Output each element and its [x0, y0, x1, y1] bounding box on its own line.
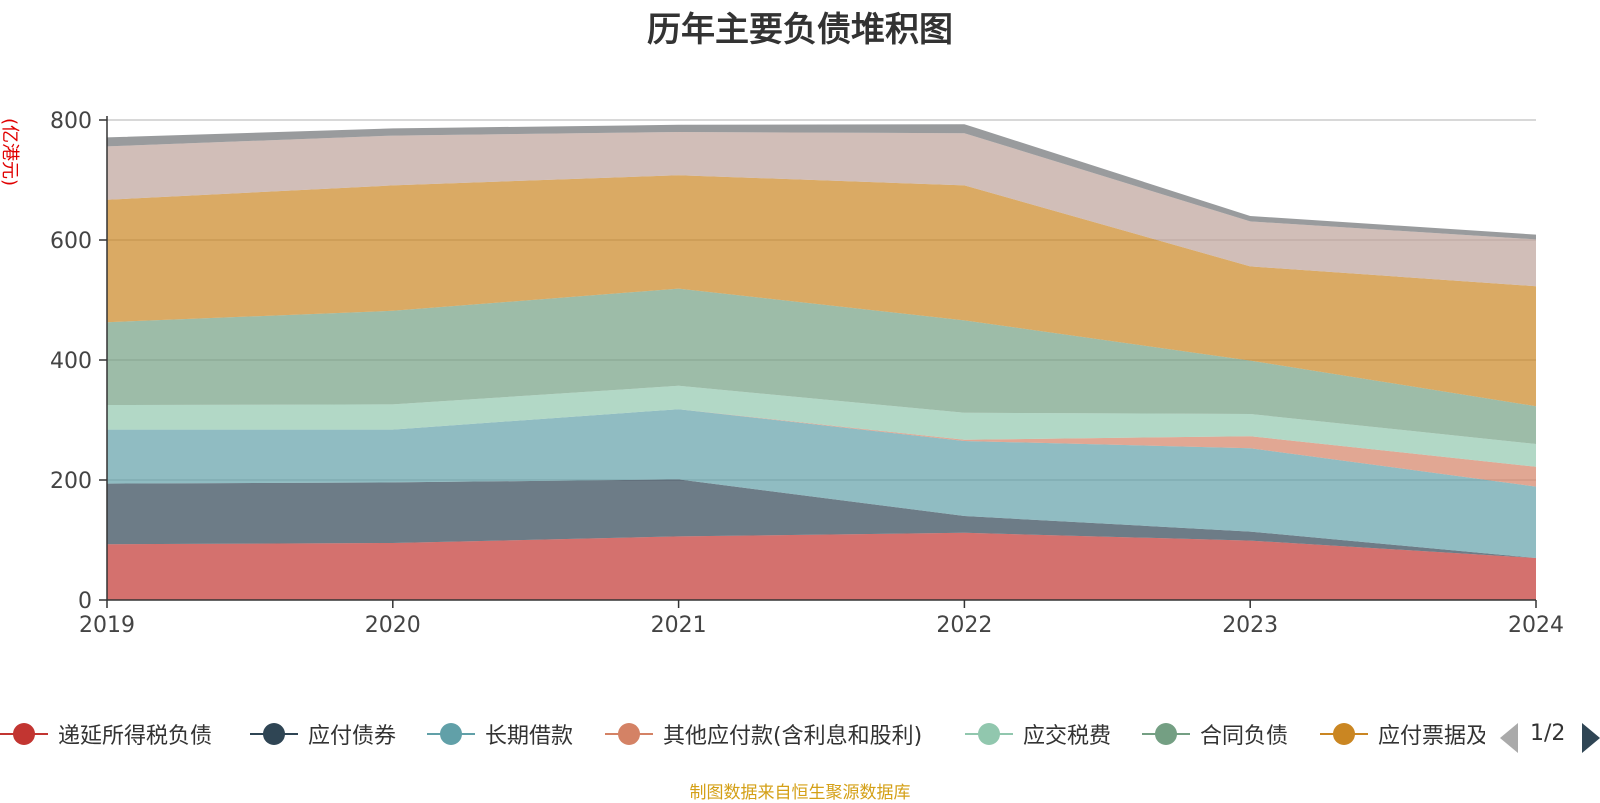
legend: 递延所得税负债 应付债券 长期借款 其他应付款(含利息和股利) 应交税费 合同负债 应付票据…: [0, 716, 1600, 753]
x-tick-label: 2020: [365, 613, 421, 638]
area-series-2: [107, 479, 1536, 558]
legend-item[interactable]: 合同负债: [1142, 716, 1288, 752]
legend-marker-icon: [0, 722, 48, 746]
legend-marker-icon: [250, 722, 298, 746]
legend-label: 递延所得税负债: [58, 724, 213, 749]
legend-label: 合同负债: [1200, 724, 1289, 749]
area-series-3: [107, 409, 1536, 558]
y-tick-label: 0: [78, 589, 92, 614]
x-tick-label: 2021: [651, 613, 707, 638]
source-note: 制图数据来自恒生聚源数据库: [689, 783, 911, 803]
legend-item[interactable]: 其他应付款(含利息和股利): [605, 716, 922, 752]
legend-item[interactable]: 递延所得税负债: [0, 716, 212, 752]
x-tick-label: 2024: [1508, 613, 1564, 638]
area-series-5: [107, 385, 1536, 467]
legend-next-page-icon[interactable]: [1582, 723, 1600, 753]
legend-label: 应付债券: [308, 724, 397, 749]
legend-label: 长期借款: [485, 724, 574, 749]
area-series-4: [107, 409, 1536, 487]
legend-prev-page-icon[interactable]: [1500, 723, 1518, 753]
legend-item[interactable]: 应交税费: [965, 716, 1111, 752]
legend-item[interactable]: 应付债券: [250, 716, 396, 752]
axes: 0 200 400 600 800 2019 2020 2021 2022 2023 2024: [50, 109, 1564, 638]
area-series-group: [107, 124, 1536, 600]
area-series-8: [107, 132, 1536, 287]
legend-marker-icon: [1142, 722, 1190, 746]
legend-marker-icon: [1320, 722, 1368, 746]
legend-label: 应付票据及应付账款: [1378, 724, 1485, 749]
area-series-1: [107, 532, 1536, 600]
x-tick-label: 2023: [1222, 613, 1278, 638]
legend-label: 其他应付款(含利息和股利): [663, 724, 923, 749]
x-tick-label: 2019: [79, 613, 135, 638]
y-tick-label: 800: [50, 109, 92, 134]
legend-items: 递延所得税负债 应付债券 长期借款 其他应付款(含利息和股利) 应交税费 合同负债 应付票据…: [0, 716, 1485, 752]
y-tick-label: 600: [50, 229, 92, 254]
legend-marker-icon: [427, 722, 475, 746]
legend-marker-icon: [965, 722, 1013, 746]
x-tick-label: 2022: [936, 613, 992, 638]
area-series-7: [107, 175, 1536, 407]
stacked-area-chart: 0 200 400 600 800 2019 2020 2021 2022 2023 2024: [50, 109, 1564, 638]
y-tick-label: 200: [50, 469, 92, 494]
legend-item[interactable]: 应付票据及应付账款: [1320, 716, 1485, 752]
area-series-6: [107, 288, 1536, 444]
legend-page-indicator: 1/2: [1530, 721, 1566, 746]
legend-item[interactable]: 长期借款: [427, 716, 573, 752]
chart-title: 历年主要负债堆积图: [647, 10, 953, 50]
area-series-9: [107, 124, 1536, 240]
legend-marker-icon: [605, 722, 653, 746]
y-tick-label: 400: [50, 349, 92, 374]
legend-label: 应交税费: [1023, 724, 1112, 749]
